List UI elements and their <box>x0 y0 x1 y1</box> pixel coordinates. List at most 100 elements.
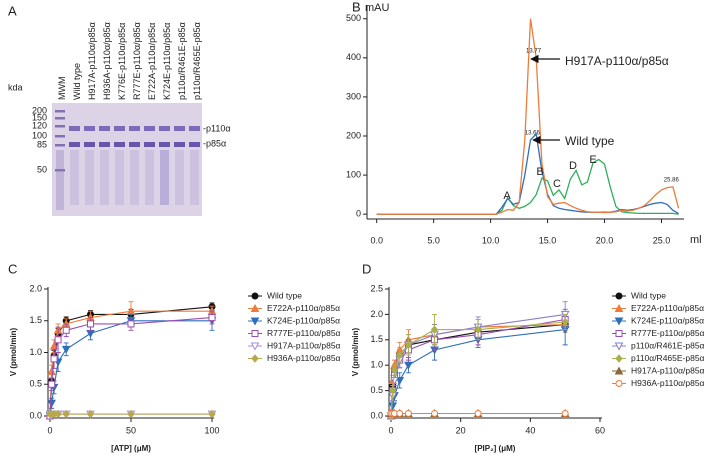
band-p110 <box>174 126 185 131</box>
x-tick-label: 20.0 <box>596 235 614 245</box>
band-p85 <box>159 142 170 147</box>
point <box>127 320 135 328</box>
legend-marker <box>251 330 259 337</box>
y-tick-label: 1.0 <box>29 347 42 357</box>
x-tick-label: 0.0 <box>370 235 383 245</box>
x-tick-label: 60 <box>595 425 605 435</box>
band-p110 <box>144 126 155 131</box>
marker-label: 50 <box>37 164 47 174</box>
curve <box>49 317 213 417</box>
band-p85 <box>189 142 200 147</box>
x-tick-label: 50 <box>126 425 136 435</box>
y-tick-label: 0.5 <box>370 385 383 395</box>
y-axis-label: V (pmol/min) <box>351 327 360 376</box>
band-p85 <box>69 142 80 147</box>
point <box>86 329 95 339</box>
point <box>47 399 56 408</box>
legend-label: K724E-p110α/p85α <box>631 315 704 325</box>
panel-letter: B <box>352 0 361 14</box>
peak-label: 25.86 <box>664 177 680 183</box>
x-axis-label: [ATP] (μM) <box>111 444 151 453</box>
lane-label: H936A-p110α/p85α <box>102 22 112 100</box>
point <box>390 376 399 385</box>
legend-label: R777E-p110α/p85α <box>631 328 705 338</box>
legend-label: E722A-p110α/p85α <box>631 303 704 313</box>
marker-label: 120 <box>32 120 47 130</box>
band-p110 <box>159 126 170 131</box>
annotation: Wild type <box>565 134 615 148</box>
legend-label: H917A-p110α/p85α <box>267 340 341 350</box>
x-tick-label: 5.0 <box>427 235 440 245</box>
panel-letter: D <box>362 261 371 276</box>
point <box>395 376 405 385</box>
lane-smear <box>190 150 199 205</box>
point <box>86 409 95 419</box>
legend-marker <box>614 317 624 326</box>
band-p110 <box>114 126 125 131</box>
y-tick-label: 500 <box>346 13 361 23</box>
point <box>404 361 413 370</box>
x-axis-label: ml <box>690 234 702 246</box>
band-p110 <box>99 126 110 131</box>
point <box>430 325 439 334</box>
curve <box>49 320 212 417</box>
marker-label: 85 <box>37 139 47 149</box>
legend-marker <box>615 354 623 363</box>
peak-letter: E <box>589 154 596 166</box>
point <box>388 402 398 411</box>
marker-label: 200 <box>32 105 47 115</box>
marker-label: 100 <box>32 130 47 140</box>
legend-label: p110α/R461E-p85α <box>631 340 705 350</box>
legend-label: Wild type <box>267 290 302 300</box>
legend-marker <box>250 317 260 326</box>
legend-label: p110α/R465E-p85α <box>631 353 705 363</box>
lane-smear <box>115 150 124 205</box>
peak-label: 13.77 <box>526 48 542 54</box>
point <box>208 314 216 322</box>
legend-marker <box>614 366 624 375</box>
y-tick-label: 100 <box>346 169 361 179</box>
trace <box>376 132 679 215</box>
lane-label: R777E-p110α/p85α <box>132 22 142 100</box>
band-p85 <box>144 142 155 147</box>
y-tick-label: 0 <box>356 209 361 219</box>
y-tick-label: 0.0 <box>370 410 383 420</box>
point <box>62 326 70 334</box>
x-axis-label: [PIP₂] (μM) <box>475 444 516 453</box>
y-tick-label: 1.0 <box>370 360 383 370</box>
point <box>396 350 404 360</box>
lane-label: H917A-p110α/p85α <box>87 22 97 100</box>
point <box>561 317 569 327</box>
point <box>208 409 216 419</box>
ladder-band <box>55 125 65 128</box>
peak-letter: B <box>536 166 543 178</box>
marker-label: 150 <box>32 112 47 122</box>
point <box>390 366 399 375</box>
lane-label: p110α/R465E-p85α <box>192 22 202 100</box>
point <box>54 336 62 344</box>
legend-label: Wild type <box>631 290 666 300</box>
point <box>87 320 94 328</box>
x-tick-label: 0 <box>47 425 52 435</box>
y-tick-label: 0.0 <box>29 410 42 420</box>
legend-label: R777E-p110α/p85α <box>267 328 341 338</box>
legend-marker <box>614 303 624 312</box>
legend-marker <box>250 303 260 312</box>
lane-label: K776E-p110α/p85α <box>117 23 127 100</box>
ladder-band <box>55 169 65 172</box>
y-tick-label: 1.5 <box>370 334 383 344</box>
lane-label: K724E-p110α/p85α <box>162 23 172 100</box>
gel <box>52 103 202 216</box>
band-p85 <box>114 142 125 147</box>
point <box>404 340 413 350</box>
y-tick-label: 200 <box>346 130 361 140</box>
point <box>474 325 482 334</box>
trace <box>376 158 679 215</box>
band-p110 <box>189 126 200 131</box>
lane-smear <box>145 150 154 205</box>
annotation: H917A-p110α/p85α <box>565 54 669 68</box>
lane-smear <box>130 150 139 205</box>
legend-label: E722A-p110α/p85α <box>267 303 340 313</box>
band-p85 <box>99 142 110 147</box>
